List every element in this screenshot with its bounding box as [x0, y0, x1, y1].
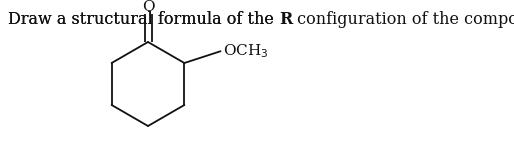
- Text: configuration of the compound shown below.: configuration of the compound shown belo…: [292, 11, 514, 28]
- Text: O: O: [142, 0, 154, 14]
- Text: R: R: [279, 11, 292, 28]
- Text: Draw a structural formula of the: Draw a structural formula of the: [8, 11, 279, 28]
- Text: OCH$_3$: OCH$_3$: [223, 42, 268, 60]
- Text: Draw a structural formula of the: Draw a structural formula of the: [8, 11, 279, 28]
